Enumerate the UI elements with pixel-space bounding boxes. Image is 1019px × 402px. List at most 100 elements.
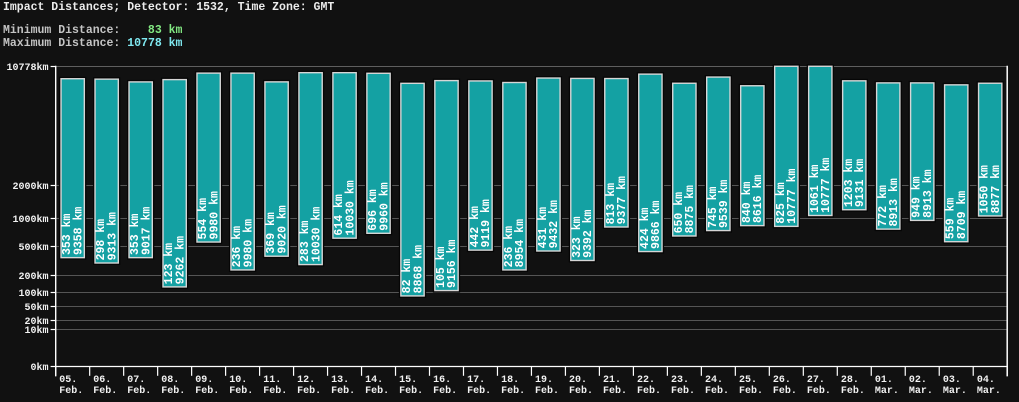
svg-text:745 km: 745 km <box>707 186 720 228</box>
svg-text:9313 km: 9313 km <box>106 212 119 260</box>
svg-text:Feb.: Feb. <box>127 385 151 397</box>
svg-text:323 km: 323 km <box>571 216 584 258</box>
svg-text:18.: 18. <box>501 375 519 386</box>
svg-text:Feb.: Feb. <box>59 385 83 397</box>
svg-text:236 km: 236 km <box>503 226 516 268</box>
svg-text:0km: 0km <box>30 362 48 374</box>
svg-text:Feb.: Feb. <box>365 385 389 397</box>
svg-text:22.: 22. <box>637 375 655 386</box>
svg-text:1050 km: 1050 km <box>979 165 992 213</box>
svg-text:28.: 28. <box>841 375 859 386</box>
svg-text:1203 km: 1203 km <box>843 159 856 207</box>
svg-text:10030 km: 10030 km <box>310 207 323 262</box>
svg-text:Feb.: Feb. <box>331 385 355 397</box>
svg-text:9377 km: 9377 km <box>616 176 629 224</box>
svg-text:9020 km: 9020 km <box>276 205 289 253</box>
svg-text:27.: 27. <box>807 375 825 386</box>
svg-text:23.: 23. <box>671 375 689 386</box>
svg-text:298 km: 298 km <box>95 219 108 261</box>
svg-text:Feb.: Feb. <box>773 385 797 397</box>
svg-text:9980 km: 9980 km <box>242 219 255 267</box>
svg-text:9358 km: 9358 km <box>72 207 85 255</box>
svg-text:Feb.: Feb. <box>739 385 763 397</box>
svg-text:Mar.: Mar. <box>943 386 967 397</box>
svg-text:8709 km: 8709 km <box>956 191 969 239</box>
svg-text:9960 km: 9960 km <box>378 182 391 230</box>
svg-text:123 km: 123 km <box>163 243 176 285</box>
svg-text:650 km: 650 km <box>673 192 686 234</box>
svg-text:9156 km: 9156 km <box>446 240 459 288</box>
svg-text:200km: 200km <box>18 271 48 283</box>
svg-text:100km: 100km <box>18 288 48 300</box>
svg-text:50km: 50km <box>24 302 48 314</box>
svg-text:24.: 24. <box>705 375 723 386</box>
svg-text:236 km: 236 km <box>231 226 244 268</box>
svg-text:8868 km: 8868 km <box>412 245 425 293</box>
svg-text:10.: 10. <box>229 375 247 386</box>
svg-text:20km: 20km <box>24 316 48 328</box>
svg-text:9017 km: 9017 km <box>140 207 153 255</box>
svg-text:500km: 500km <box>18 242 48 254</box>
svg-text:05.: 05. <box>59 375 77 386</box>
svg-text:Feb.: Feb. <box>569 385 593 397</box>
svg-text:15.: 15. <box>399 375 417 386</box>
svg-text:949 km: 949 km <box>911 176 924 218</box>
svg-text:8913 km: 8913 km <box>888 178 901 226</box>
svg-text:16.: 16. <box>433 375 451 386</box>
svg-text:11.: 11. <box>263 375 281 386</box>
svg-text:Feb.: Feb. <box>603 385 627 397</box>
svg-text:10777 km: 10777 km <box>786 168 799 223</box>
svg-text:9131 km: 9131 km <box>854 159 867 207</box>
svg-text:772 km: 772 km <box>877 185 890 227</box>
svg-text:10km: 10km <box>24 325 48 337</box>
svg-text:Feb.: Feb. <box>841 385 865 397</box>
svg-text:04.: 04. <box>977 375 995 386</box>
svg-text:Feb.: Feb. <box>705 385 729 397</box>
svg-text:424 km: 424 km <box>639 207 652 249</box>
svg-text:614 km: 614 km <box>333 194 346 236</box>
svg-text:Mar.: Mar. <box>977 386 1001 397</box>
svg-text:20.: 20. <box>569 375 587 386</box>
svg-text:9392 km: 9392 km <box>582 209 595 257</box>
svg-text:8954 km: 8954 km <box>514 219 527 267</box>
svg-text:Feb.: Feb. <box>501 385 525 397</box>
svg-text:Feb.: Feb. <box>161 385 185 397</box>
svg-text:283 km: 283 km <box>299 220 312 262</box>
svg-text:105 km: 105 km <box>435 246 448 288</box>
svg-text:9866 km: 9866 km <box>650 201 663 249</box>
svg-text:Mar.: Mar. <box>909 386 933 397</box>
svg-text:8616 km: 8616 km <box>752 175 765 223</box>
svg-text:8913 km: 8913 km <box>922 169 935 217</box>
svg-text:559 km: 559 km <box>945 198 958 240</box>
svg-text:8877 km: 8877 km <box>990 165 1003 213</box>
svg-text:369 km: 369 km <box>265 212 278 254</box>
svg-text:Feb.: Feb. <box>433 385 457 397</box>
svg-text:17.: 17. <box>467 375 485 386</box>
svg-text:Feb.: Feb. <box>807 385 831 397</box>
svg-text:Feb.: Feb. <box>195 385 219 397</box>
svg-text:02.: 02. <box>909 375 927 386</box>
svg-text:813 km: 813 km <box>605 183 618 225</box>
svg-text:82 km: 82 km <box>401 259 414 294</box>
svg-text:2000km: 2000km <box>12 181 48 193</box>
svg-text:Feb.: Feb. <box>93 385 117 397</box>
svg-text:07.: 07. <box>127 375 145 386</box>
svg-text:01.: 01. <box>875 375 893 386</box>
svg-text:03.: 03. <box>943 375 961 386</box>
svg-text:Feb.: Feb. <box>229 385 253 397</box>
svg-text:Feb.: Feb. <box>297 385 321 397</box>
svg-text:353 km: 353 km <box>61 214 74 256</box>
svg-text:840 km: 840 km <box>741 182 754 224</box>
svg-text:Feb.: Feb. <box>399 385 423 397</box>
svg-text:09.: 09. <box>195 375 213 386</box>
svg-text:353 km: 353 km <box>129 214 142 256</box>
svg-text:10778km: 10778km <box>6 62 48 74</box>
svg-text:9432 km: 9432 km <box>548 200 561 248</box>
svg-text:26.: 26. <box>773 375 791 386</box>
svg-text:19.: 19. <box>535 375 553 386</box>
svg-text:825 km: 825 km <box>775 182 788 224</box>
svg-text:21.: 21. <box>603 375 621 386</box>
svg-text:12.: 12. <box>297 375 315 386</box>
svg-text:10030 km: 10030 km <box>344 180 357 235</box>
svg-text:1000km: 1000km <box>12 214 48 226</box>
